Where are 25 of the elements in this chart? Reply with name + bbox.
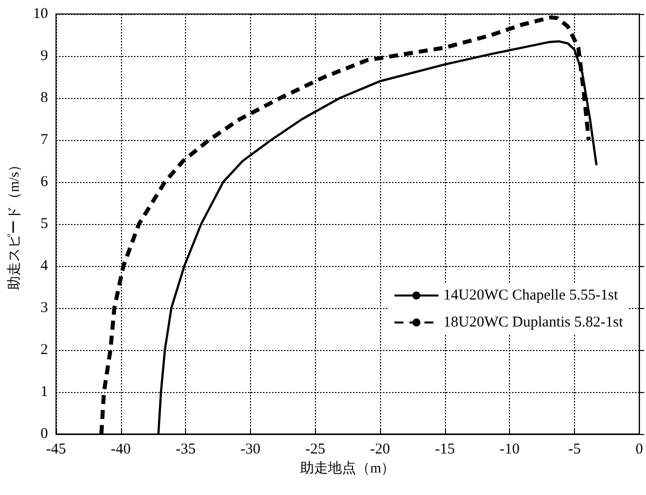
x-tick-label: -20 <box>370 442 390 458</box>
y-tick-label: 3 <box>40 300 48 316</box>
y-tick-label: 10 <box>33 6 48 22</box>
x-tick-label: -35 <box>176 442 196 458</box>
x-tick-label: -10 <box>500 442 520 458</box>
y-tick-label: 4 <box>40 258 48 274</box>
y-tick-label: 1 <box>40 384 48 400</box>
y-tick-label: 7 <box>40 132 48 148</box>
y-tick-label: 8 <box>40 90 48 106</box>
x-tick-label: -15 <box>434 442 455 458</box>
y-axis-title: 助走スピード（m/s） <box>6 158 23 290</box>
y-tick-label: 9 <box>40 48 48 64</box>
x-tick-label: 0 <box>636 442 643 458</box>
x-tick-label: -5 <box>568 442 581 458</box>
legend-label: 14U20WC Chapelle 5.55-1st <box>443 288 619 304</box>
x-tick-label: -25 <box>305 442 326 458</box>
x-tick-label: -40 <box>110 442 131 458</box>
x-tick-label: -45 <box>46 442 66 458</box>
y-tick-label: 6 <box>40 174 48 190</box>
x-axis-title: 助走地点（m） <box>300 460 396 476</box>
y-tick-label: 5 <box>40 216 48 232</box>
y-tick-label: 0 <box>40 426 48 442</box>
x-tick-label: -30 <box>240 442 260 458</box>
legend-label: 18U20WC Duplantis 5.82-1st <box>443 314 624 330</box>
y-tick-label: 2 <box>40 342 48 358</box>
